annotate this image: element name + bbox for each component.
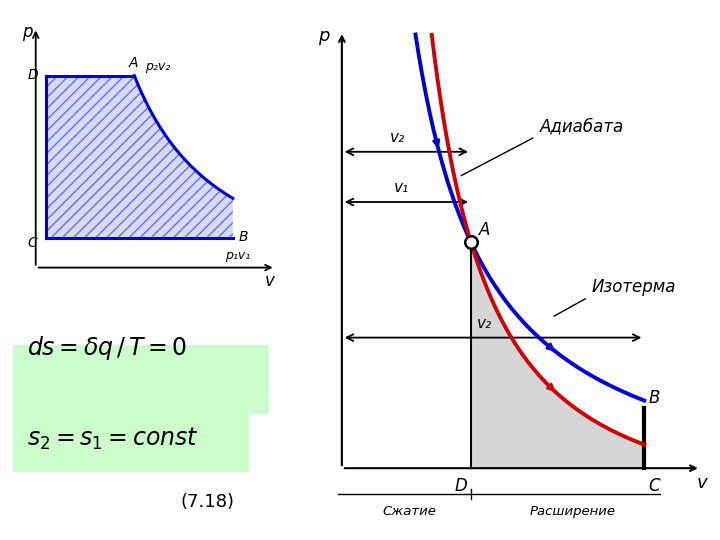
Text: B: B [238, 230, 248, 244]
Polygon shape [46, 76, 233, 238]
Text: p₁v₁: p₁v₁ [225, 248, 250, 261]
FancyBboxPatch shape [13, 411, 249, 472]
Text: Расширение: Расширение [529, 505, 616, 518]
Text: A: A [479, 221, 490, 239]
Text: B: B [648, 389, 660, 407]
Text: v₁: v₁ [395, 180, 410, 195]
Text: Сжатие: Сжатие [382, 505, 436, 518]
Text: p: p [22, 23, 33, 40]
Polygon shape [471, 242, 644, 468]
Text: (7.18): (7.18) [180, 492, 234, 510]
Text: Изотерма: Изотерма [592, 279, 676, 296]
Text: D: D [455, 477, 467, 495]
Text: $s_2 = s_1 = const$: $s_2 = s_1 = const$ [27, 426, 199, 452]
Text: C: C [648, 477, 660, 495]
Text: v₂: v₂ [477, 315, 492, 330]
Text: p₂v₂: p₂v₂ [145, 59, 170, 72]
Text: p: p [318, 28, 329, 45]
Text: Адиабата: Адиабата [539, 118, 624, 136]
Text: C: C [28, 235, 37, 249]
Text: A: A [129, 56, 138, 70]
Text: v₂: v₂ [390, 130, 405, 145]
Text: v: v [265, 272, 275, 289]
Text: v: v [697, 474, 707, 492]
Text: D: D [28, 68, 38, 82]
Text: $ds = \delta q\,/\,T = 0$: $ds = \delta q\,/\,T = 0$ [27, 334, 187, 362]
FancyBboxPatch shape [13, 345, 269, 414]
